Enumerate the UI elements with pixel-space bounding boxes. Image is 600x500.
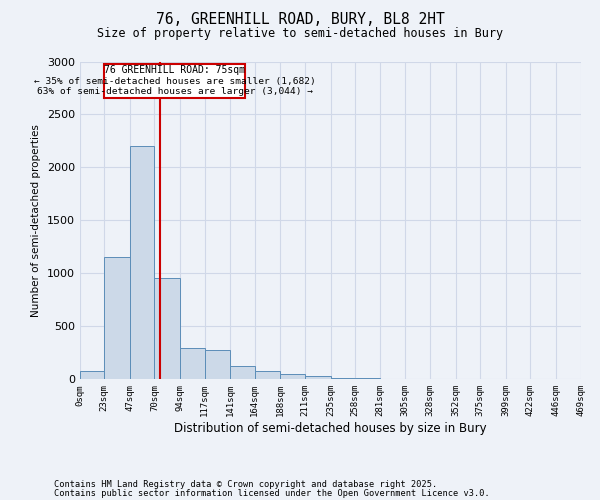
Text: 63% of semi-detached houses are larger (3,044) →: 63% of semi-detached houses are larger (…	[37, 87, 313, 96]
Bar	[331, 378, 355, 380]
Text: Contains HM Land Registry data © Crown copyright and database right 2025.: Contains HM Land Registry data © Crown c…	[54, 480, 437, 489]
Bar	[180, 348, 205, 380]
Bar	[305, 376, 331, 380]
Bar	[230, 366, 255, 380]
Text: 76, GREENHILL ROAD, BURY, BL8 2HT: 76, GREENHILL ROAD, BURY, BL8 2HT	[155, 12, 445, 28]
Bar	[280, 374, 305, 380]
Text: Size of property relative to semi-detached houses in Bury: Size of property relative to semi-detach…	[97, 28, 503, 40]
Bar	[355, 378, 380, 380]
Y-axis label: Number of semi-detached properties: Number of semi-detached properties	[31, 124, 41, 317]
Bar	[104, 64, 245, 98]
Bar	[255, 371, 280, 380]
Bar	[154, 278, 180, 380]
Bar	[104, 258, 130, 380]
Bar	[130, 146, 154, 380]
Text: 76 GREENHILL ROAD: 75sqm: 76 GREENHILL ROAD: 75sqm	[104, 64, 245, 74]
Text: Contains public sector information licensed under the Open Government Licence v3: Contains public sector information licen…	[54, 489, 490, 498]
Bar	[80, 372, 104, 380]
Bar	[205, 350, 230, 380]
X-axis label: Distribution of semi-detached houses by size in Bury: Distribution of semi-detached houses by …	[174, 422, 487, 435]
Text: ← 35% of semi-detached houses are smaller (1,682): ← 35% of semi-detached houses are smalle…	[34, 76, 316, 86]
